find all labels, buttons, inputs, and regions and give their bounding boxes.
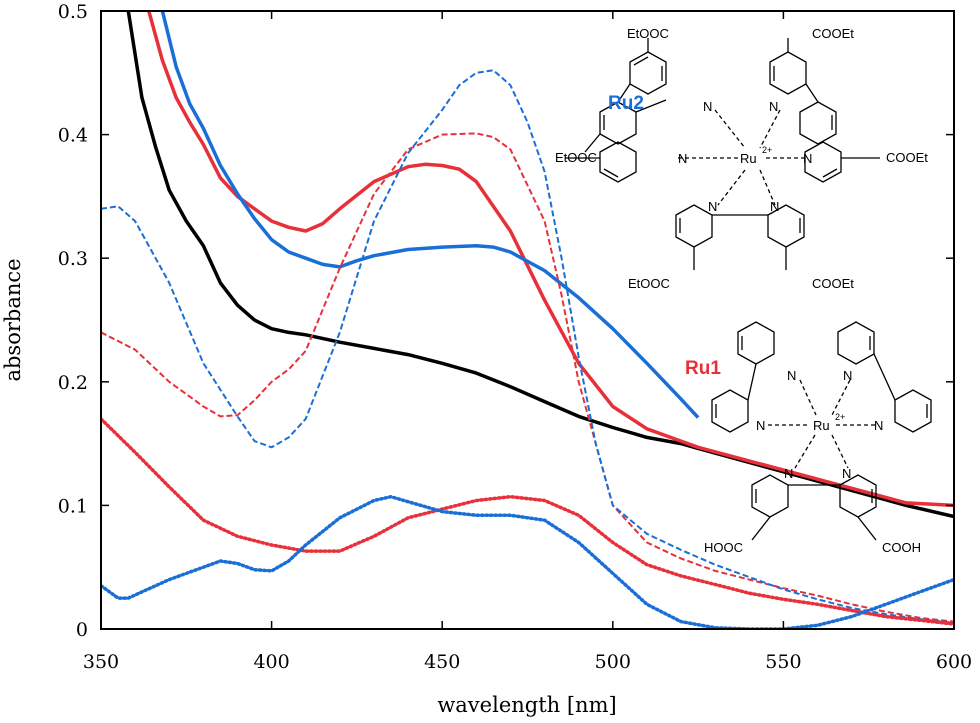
ru1-structure [711,321,932,541]
ru1-ring [737,321,775,365]
ru1-ring [751,474,789,518]
series-line-solid-1 [147,11,954,508]
series-line-dotted-6 [101,494,954,629]
ru2-nitrogen: N [708,199,717,214]
ru1-structure-text: HOOC COOH N N N N N N Ru 2+ [704,368,921,555]
ru2-substituent: EtOOC [628,276,670,291]
x-tick-label: 600 [936,651,972,673]
ru1-nitrogen: N [843,368,852,383]
ru1-metal: Ru [813,418,830,433]
ru1-bond [873,353,896,401]
ru2-ring [799,101,837,145]
ru2-label: Ru2 [608,93,644,114]
ru1-substituent: HOOC [704,540,743,555]
ru2-nitrogen: N [803,151,812,166]
axes-layer: 350 400 450 500 550 600 0 0.1 0.2 0.3 0.4 0.5 [58,1,972,673]
ru2-substituent: COOEt [812,276,854,291]
ru1-ring [837,321,875,365]
series-line-dashed-4 [101,69,954,624]
ru2-ring [633,56,649,66]
ru2-structure-text: EtOOC COOEt EtOOC COOEt EtOOC COOEt N N … [555,26,928,291]
ru2-nitrogen: N [770,199,779,214]
x-tick-label: 450 [424,651,460,673]
ru2-ring [599,141,637,183]
y-tick-label: 0.3 [58,248,88,270]
y-tick-label: 0.5 [58,1,88,23]
ru2-structure [565,38,880,270]
ru2-ring [822,168,838,178]
ru2-ring [675,204,713,248]
ru1-nitrogen: N [784,466,793,481]
ru2-ring [629,51,667,95]
ru1-substituent: COOH [882,540,921,555]
ru2-ring [767,204,805,248]
ru2-bond [635,99,667,113]
series-line-solid-0 [126,11,954,519]
ru2-ring [769,51,807,95]
y-tick-label: 0.4 [58,125,88,147]
series-layer [101,11,954,629]
ru2-nitrogen: N [678,151,687,166]
ru1-nitrogen: N [874,418,883,433]
ru1-ring [839,474,877,518]
ru2-coordination-bonds [678,109,806,206]
series-line-dotted-5 [101,417,954,626]
ru1-coordination-bonds [768,379,876,469]
ru1-nitrogen: N [756,418,765,433]
ru2-nitrogen: N [769,99,778,114]
ru1-bond [747,363,757,401]
ru1-ring [894,389,932,433]
ru2-bond [584,133,601,153]
ru2-ring [804,141,842,183]
ru1-label: Ru1 [685,358,721,379]
ru2-bond [805,83,819,103]
x-tick-label: 500 [595,651,631,673]
x-axis-title: wavelength [nm] [437,693,616,717]
plot-frame [100,10,955,630]
ru1-charge: 2+ [835,412,845,422]
ru2-nitrogen: N [703,99,712,114]
x-tick-label: 550 [765,651,801,673]
ru2-charge: 2+ [762,145,772,155]
x-tick-label: 400 [253,651,289,673]
ru2-ring [603,168,619,178]
ru2-metal: Ru [740,151,757,166]
y-tick-label: 0 [76,619,88,641]
series-line-solid-2 [160,11,700,419]
ru1-nitrogen: N [842,466,851,481]
x-tick-label: 350 [83,651,119,673]
ru2-substituent: COOEt [886,150,928,165]
ru1-ring [711,389,749,433]
ru1-bond [857,516,877,541]
ru1-nitrogen: N [787,368,796,383]
y-axis-title: absorbance [1,258,25,381]
ru2-bond [617,83,631,103]
ru2-substituent: COOEt [812,26,854,41]
series-line-dashed-3 [101,132,954,623]
ru2-substituent: EtOOC [627,26,669,41]
ru2-substituent: EtOOC [555,150,597,165]
y-tick-label: 0.1 [58,495,88,517]
y-tick-label: 0.2 [58,372,88,394]
ru1-bond [751,516,771,541]
